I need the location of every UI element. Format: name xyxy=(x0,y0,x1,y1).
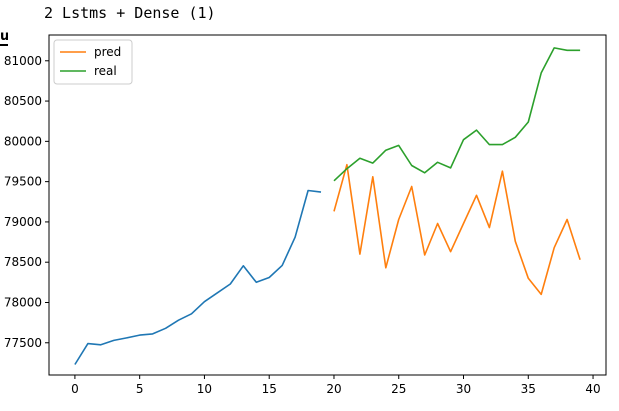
x-tick-label: 5 xyxy=(136,382,144,396)
y-tick-label: 77500 xyxy=(4,336,42,350)
x-tick-label: 20 xyxy=(326,382,341,396)
legend: pred real xyxy=(53,39,133,85)
cropped-axis-label: ul xyxy=(0,30,8,46)
x-tick-label: 10 xyxy=(197,382,212,396)
series-line-pred xyxy=(333,163,581,296)
x-axis-ticks: 0 5 10 15 20 25 30 35 40 xyxy=(71,375,601,396)
x-tick-label: 25 xyxy=(391,382,406,396)
plot-area xyxy=(48,34,607,376)
series-line-real xyxy=(333,47,581,182)
legend-label-real: real xyxy=(94,64,117,78)
legend-label-pred: pred xyxy=(94,45,121,59)
y-axis-ticks: 77500 78000 78500 79000 79500 80000 80500 81000 xyxy=(4,54,49,350)
x-tick-label: 15 xyxy=(262,382,277,396)
series-line-series-1 xyxy=(74,189,322,365)
x-tick-label: 30 xyxy=(456,382,471,396)
x-tick-label: 40 xyxy=(585,382,600,396)
x-tick-label: 35 xyxy=(521,382,536,396)
y-tick-label: 81000 xyxy=(4,54,42,68)
y-tick-label: 79000 xyxy=(4,215,42,229)
cell-output-title: 2 Lstms + Dense (1) xyxy=(44,4,216,22)
y-tick-label: 80500 xyxy=(4,94,42,108)
x-tick-label: 0 xyxy=(71,382,79,396)
legend-box xyxy=(53,39,133,85)
y-tick-label: 80000 xyxy=(4,134,42,148)
y-tick-label: 78000 xyxy=(4,295,42,309)
series-lines xyxy=(74,47,581,365)
y-tick-label: 78500 xyxy=(4,255,42,269)
y-tick-label: 79500 xyxy=(4,175,42,189)
